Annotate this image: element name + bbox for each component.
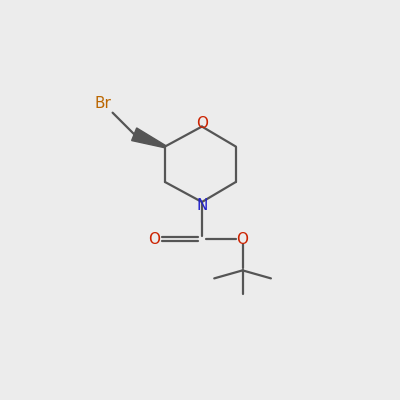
Text: O: O: [148, 232, 160, 247]
Text: O: O: [196, 116, 208, 131]
Text: N: N: [196, 198, 208, 212]
Text: Br: Br: [94, 96, 111, 111]
Text: O: O: [236, 232, 248, 247]
Polygon shape: [132, 128, 166, 148]
